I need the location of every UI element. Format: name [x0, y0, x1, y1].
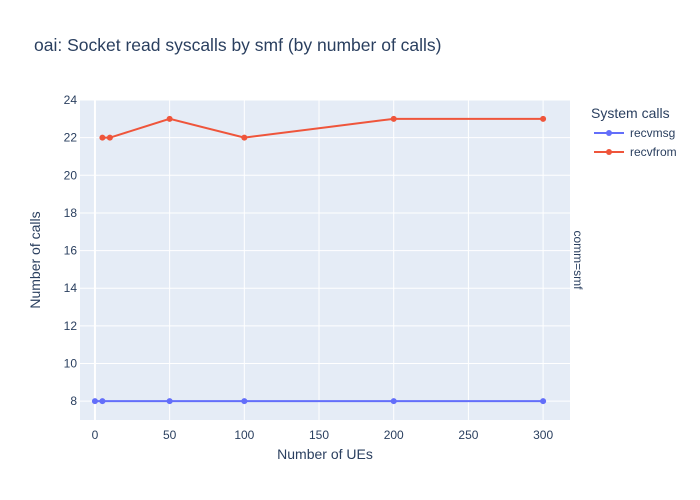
y-tick-label-16: 16 [64, 244, 78, 258]
x-tick-label-50: 50 [163, 428, 177, 442]
y-axis-title: Number of calls [27, 211, 43, 308]
data-point-recvfrom-0 [99, 134, 106, 141]
y-tick-label-8: 8 [70, 394, 77, 408]
data-point-recvmsg-1 [99, 398, 106, 405]
legend-label-recvfrom: recvfrom [630, 145, 677, 159]
x-tick-label-300: 300 [533, 428, 553, 442]
y-tick-label-12: 12 [64, 319, 78, 333]
chart-title: oai: Socket read syscalls by smf (by num… [34, 35, 442, 55]
facet-label: comm=smf [571, 230, 585, 290]
y-tick-label-10: 10 [64, 357, 78, 371]
legend-title: System calls [591, 105, 670, 121]
x-tick-label-0: 0 [92, 428, 99, 442]
y-tick-label-22: 22 [64, 131, 78, 145]
data-point-recvmsg-0 [91, 398, 98, 405]
data-point-recvfrom-4 [390, 115, 397, 122]
y-tick-label-24: 24 [64, 93, 78, 107]
data-point-recvmsg-2 [166, 398, 173, 405]
x-tick-label-150: 150 [309, 428, 329, 442]
y-tick-label-20: 20 [64, 168, 78, 182]
x-tick-label-200: 200 [384, 428, 404, 442]
y-tick-label-14: 14 [64, 281, 78, 295]
x-tick-label-250: 250 [458, 428, 478, 442]
plot-area [80, 100, 570, 420]
y-tick-label-18: 18 [64, 206, 78, 220]
data-point-recvmsg-5 [540, 398, 547, 405]
legend: System calls recvmsg recvfrom [591, 105, 677, 159]
data-point-recvfrom-3 [241, 134, 248, 141]
x-axis-ticks: 0 50 100 150 200 250 300 [92, 428, 554, 442]
data-point-recvfrom-5 [540, 115, 547, 122]
y-axis-ticks: 8 10 12 14 16 18 20 22 24 [64, 93, 78, 408]
legend-marker-recvfrom [606, 149, 612, 155]
x-axis-title: Number of UEs [277, 446, 373, 462]
data-point-recvmsg-4 [390, 398, 397, 405]
series-group [91, 115, 547, 405]
data-point-recvmsg-3 [241, 398, 248, 405]
legend-marker-recvmsg [606, 130, 612, 136]
data-point-recvfrom-2 [166, 115, 173, 122]
data-point-recvfrom-1 [106, 134, 113, 141]
legend-label-recvmsg: recvmsg [630, 126, 675, 140]
x-tick-label-100: 100 [234, 428, 254, 442]
